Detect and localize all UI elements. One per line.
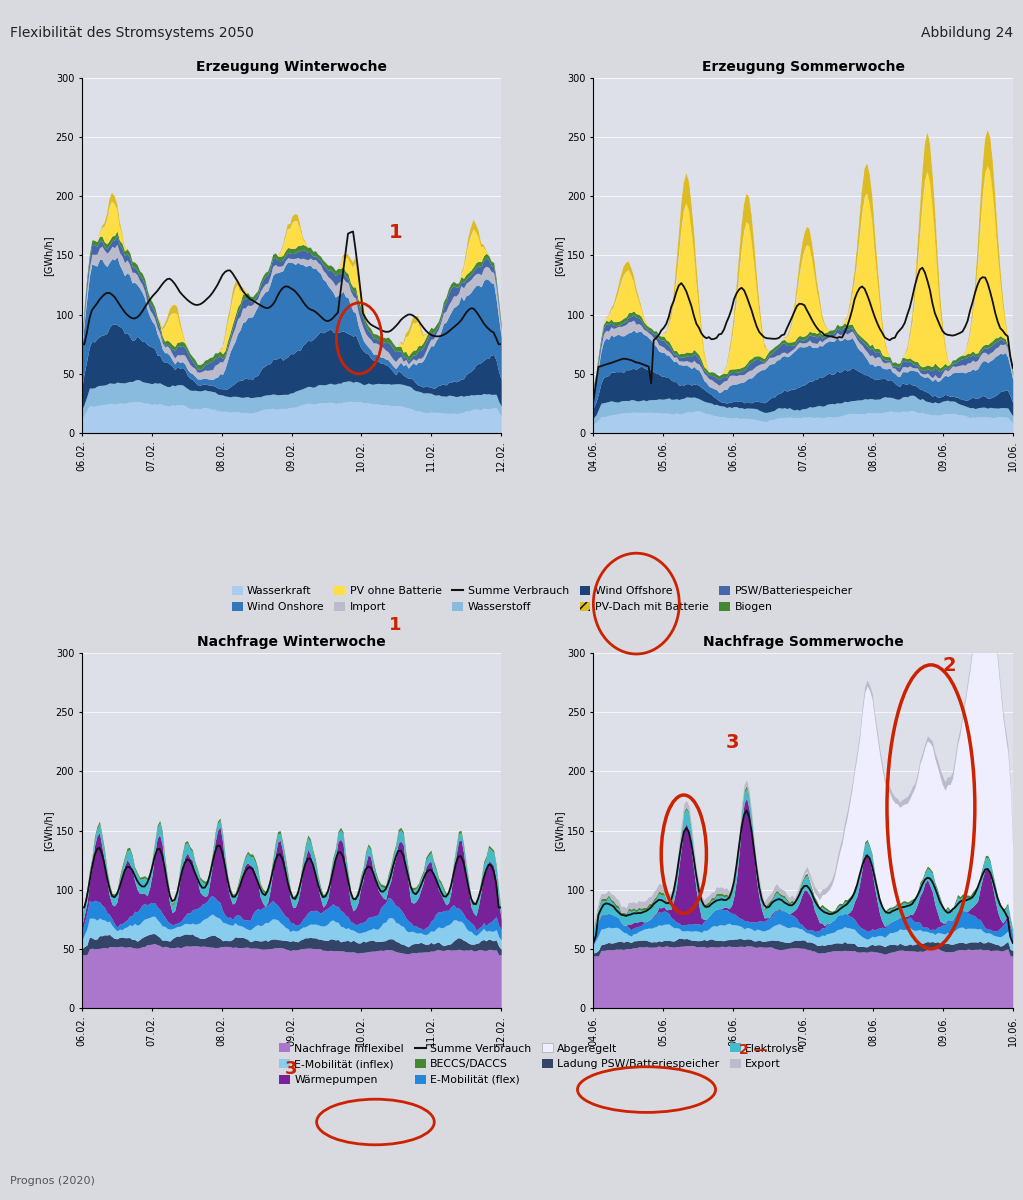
Text: 1: 1 [389,616,401,634]
Text: 2 —: 2 — [739,1043,767,1056]
Title: Erzeugung Sommerwoche: Erzeugung Sommerwoche [702,60,904,74]
Y-axis label: [GWh/h]: [GWh/h] [43,810,53,851]
Text: Abbildung 24: Abbildung 24 [921,26,1013,41]
Text: 3: 3 [726,733,740,751]
Text: Prognos (2020): Prognos (2020) [10,1176,95,1186]
Title: Erzeugung Winterwoche: Erzeugung Winterwoche [196,60,387,74]
Legend: Wasserkraft, Wind Onshore, PV ohne Batterie, Import, Summe Verbrauch, Wasserstof: Wasserkraft, Wind Onshore, PV ohne Batte… [232,587,852,612]
Y-axis label: [GWh/h]: [GWh/h] [43,235,53,276]
Text: Flexibilität des Stromsystems 2050: Flexibilität des Stromsystems 2050 [10,26,254,41]
Title: Nachfrage Sommerwoche: Nachfrage Sommerwoche [703,635,903,649]
Text: 1: 1 [389,223,403,241]
Title: Nachfrage Winterwoche: Nachfrage Winterwoche [197,635,386,649]
Y-axis label: [GWh/h]: [GWh/h] [554,235,565,276]
Text: 2: 2 [943,655,957,674]
Text: 3: 3 [284,1060,297,1078]
Legend: Nachfrage Inflexibel, E-Mobilität (inflex), Wärmepumpen, Summe Verbrauch, BECCS/: Nachfrage Inflexibel, E-Mobilität (infle… [279,1044,805,1085]
Y-axis label: [GWh/h]: [GWh/h] [554,810,565,851]
